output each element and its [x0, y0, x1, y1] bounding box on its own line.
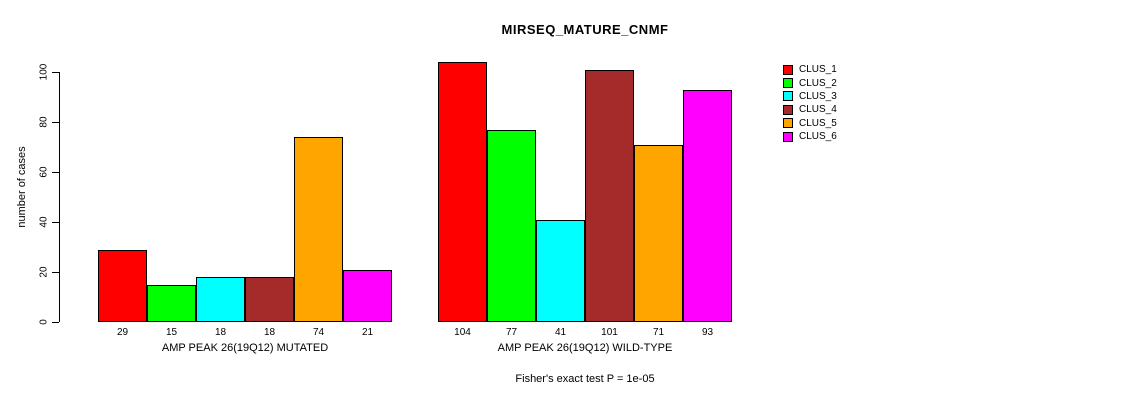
bar-clus_2 — [147, 284, 196, 322]
y-axis-tick — [52, 172, 59, 173]
group-label-wild-type: AMP PEAK 26(19Q12) WILD-TYPE — [497, 342, 673, 354]
bar-clus_1 — [98, 249, 147, 322]
y-axis-tick-label: 40 — [38, 216, 50, 228]
legend-swatch-icon — [783, 104, 793, 115]
y-axis-line — [59, 72, 60, 322]
legend-label: CLUS_2 — [799, 77, 837, 89]
y-axis-tick-label: 100 — [38, 63, 50, 81]
legend-label: CLUS_5 — [799, 117, 837, 129]
group-label-mutated: AMP PEAK 26(19Q12) MUTATED — [161, 342, 329, 354]
chart-title: MIRSEQ_MATURE_CNMF — [501, 22, 669, 37]
bar-value-label: 77 — [505, 327, 518, 338]
legend-label: CLUS_3 — [799, 90, 837, 102]
legend-swatch-icon — [783, 118, 793, 129]
bar-value-label: 93 — [701, 327, 714, 338]
bar-clus_6 — [683, 89, 732, 322]
legend-swatch-icon — [783, 78, 793, 89]
legend-row: CLUS_4 — [783, 103, 837, 116]
y-axis-tick-label: 0 — [38, 319, 50, 325]
bar-clus_3 — [536, 219, 585, 322]
bar-value-label: 29 — [116, 327, 129, 338]
y-axis-tick — [52, 72, 59, 73]
y-axis-tick — [52, 272, 59, 273]
bar-clus_5 — [634, 144, 683, 322]
legend-swatch-icon — [783, 131, 793, 142]
bar-value-label: 18 — [263, 327, 276, 338]
legend-label: CLUS_6 — [799, 131, 837, 143]
legend-label: CLUS_1 — [799, 64, 837, 76]
legend-row: CLUS_2 — [783, 76, 837, 89]
bar-value-label: 41 — [554, 327, 567, 338]
bar-clus_6 — [343, 269, 392, 322]
bar-value-label: 71 — [652, 327, 665, 338]
bar-value-label: 15 — [165, 327, 178, 338]
footnote-text: Fisher's exact test P = 1e-05 — [515, 373, 655, 385]
legend-swatch-icon — [783, 91, 793, 102]
bar-clus_3 — [196, 277, 245, 322]
bar-value-label: 101 — [601, 327, 618, 338]
bar-clus_4 — [245, 277, 294, 322]
y-axis-tick-label: 20 — [38, 266, 50, 278]
bar-clus_1 — [438, 62, 487, 322]
bar-value-label: 74 — [312, 327, 325, 338]
y-axis-tick — [52, 122, 59, 123]
legend-row: CLUS_6 — [783, 130, 837, 143]
y-axis-tick — [52, 222, 59, 223]
bar-value-label: 104 — [454, 327, 471, 338]
y-axis-label: number of cases — [16, 146, 28, 228]
bar-clus_2 — [487, 129, 536, 322]
bar-clus_5 — [294, 137, 343, 322]
legend: CLUS_1 CLUS_2 CLUS_3 CLUS_4 CLUS_5 CLUS_6 — [783, 63, 837, 143]
bar-value-label: 21 — [361, 327, 374, 338]
y-axis-tick-label: 80 — [38, 116, 50, 128]
bar-clus_4 — [585, 69, 634, 322]
legend-row: CLUS_3 — [783, 90, 837, 103]
y-axis-tick-label: 60 — [38, 166, 50, 178]
legend-row: CLUS_5 — [783, 117, 837, 130]
legend-row: CLUS_1 — [783, 63, 837, 76]
legend-label: CLUS_4 — [799, 104, 837, 116]
legend-swatch-icon — [783, 64, 793, 75]
y-axis-tick — [52, 322, 59, 323]
bar-value-label: 18 — [214, 327, 227, 338]
